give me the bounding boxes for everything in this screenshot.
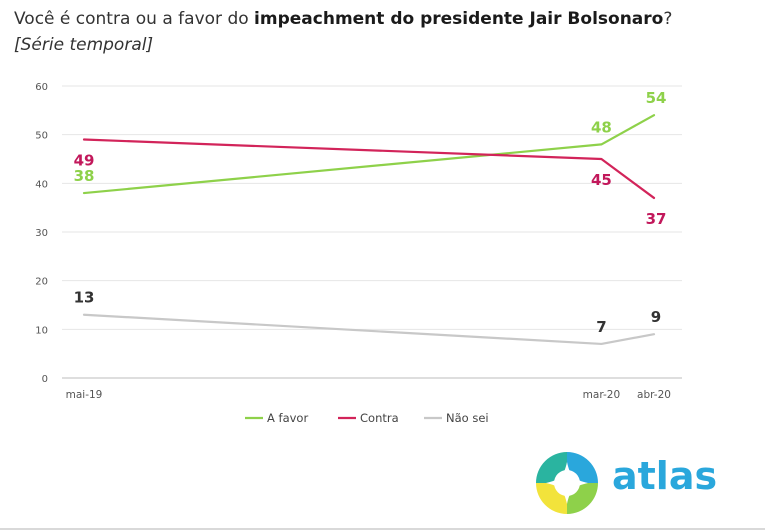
data-label: 54: [646, 89, 667, 107]
legend-label: Não sei: [446, 411, 489, 425]
line-chart: 0 10 20 30 40 50 60 mai-19 mar-20 abr-20 38 48 54 49 4…: [35, 82, 682, 425]
y-tick-label: 60: [35, 82, 48, 93]
legend-label: A favor: [267, 411, 308, 425]
chart-title: Você é contra ou a favor do impeachment …: [14, 8, 672, 30]
y-tick-label: 10: [35, 325, 48, 336]
x-tick-label: mai-19: [66, 389, 103, 401]
y-tick-label: 30: [35, 228, 48, 239]
y-tick-label: 0: [42, 374, 48, 385]
series-line-n-o-sei: [82, 313, 656, 346]
atlas-logo-icon: [536, 452, 598, 514]
y-tick-label: 40: [35, 179, 48, 190]
atlas-logo: atlas: [532, 448, 717, 518]
series-line-a-favor: [82, 114, 656, 195]
legend-label: Contra: [360, 411, 399, 425]
x-tick-label: mar-20: [583, 389, 620, 401]
series-line-contra: [82, 138, 656, 200]
data-label: 13: [74, 289, 95, 307]
title-bold: impeachment do presidente Jair Bolsonaro: [254, 9, 664, 29]
data-label: 9: [651, 308, 661, 326]
title-suffix: ?: [663, 9, 673, 29]
data-label: 48: [591, 118, 612, 136]
y-tick-label: 20: [35, 277, 48, 288]
title-prefix: Você é contra ou a favor do: [14, 9, 255, 29]
data-label: 49: [74, 152, 95, 170]
atlas-logo-text: atlas: [612, 454, 718, 498]
data-label: 45: [591, 171, 612, 189]
data-label: 37: [646, 210, 667, 228]
data-label: 7: [596, 318, 606, 336]
x-tick-label: abr-20: [637, 389, 671, 401]
chart-subtitle: [Série temporal]: [14, 35, 154, 55]
data-label: 38: [74, 167, 95, 185]
y-tick-label: 50: [35, 131, 48, 142]
